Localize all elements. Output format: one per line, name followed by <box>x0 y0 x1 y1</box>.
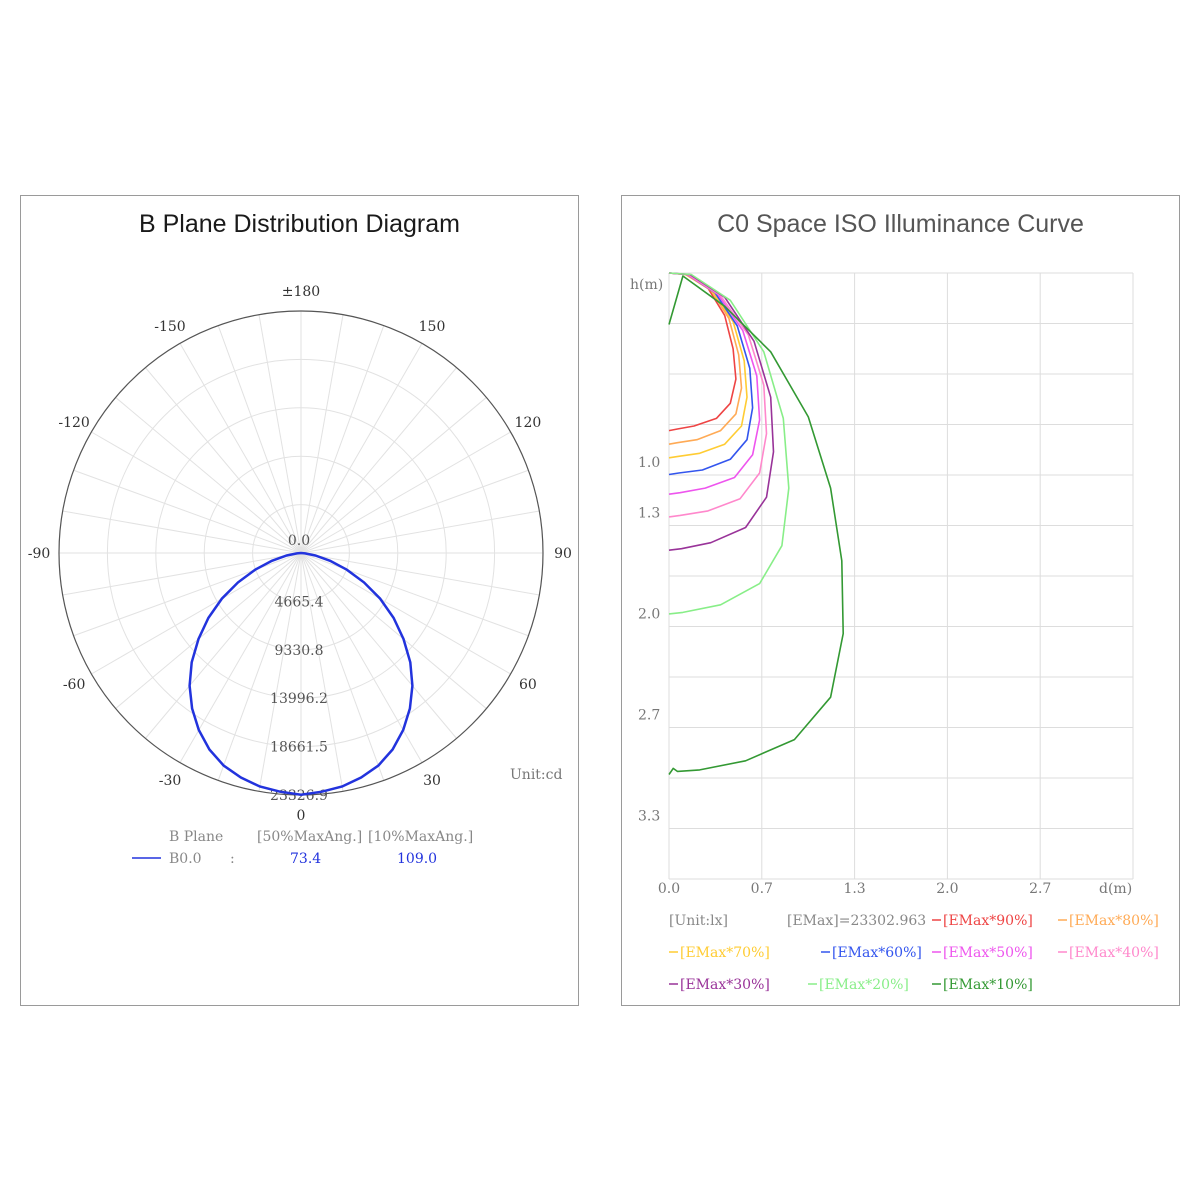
iso-curve-40pct <box>668 272 768 518</box>
polar-spoke <box>300 552 385 781</box>
iso-legend-label: [EMax*10%] <box>943 977 1033 993</box>
legend-header-plane: B Plane <box>169 829 223 845</box>
polar-spoke <box>300 469 529 554</box>
iso-y-tick-label: 1.3 <box>638 506 660 522</box>
iso-legend-label: [EMax*30%] <box>680 977 770 993</box>
polar-spoke <box>217 552 302 781</box>
polar-spoke <box>145 367 302 554</box>
iso-y-axis-label: h(m) <box>630 277 663 293</box>
polar-spoke <box>179 552 302 763</box>
polar-spoke <box>145 552 302 739</box>
polar-spoke <box>300 552 511 675</box>
polar-angle-label: 120 <box>515 415 542 431</box>
polar-angle-label: -60 <box>63 677 86 693</box>
polar-spoke <box>258 552 302 792</box>
polar-unit-label: Unit:cd <box>510 767 562 783</box>
polar-spoke <box>300 367 457 554</box>
iso-curve-20pct <box>668 272 790 615</box>
iso-legend-label: [EMax*60%] <box>832 945 922 961</box>
iso-curve-30pct <box>668 272 775 551</box>
polar-spoke <box>300 314 344 554</box>
polar-angle-label: -90 <box>28 546 51 562</box>
iso-x-tick-label: 0.7 <box>751 881 773 897</box>
polar-spoke <box>300 325 385 554</box>
iso-legend-label: [EMax*80%] <box>1069 913 1159 929</box>
iso-chart-title: C0 Space ISO Illuminance Curve <box>717 210 1084 238</box>
polar-spoke <box>91 431 302 554</box>
polar-angle-label: 30 <box>423 773 441 789</box>
polar-spoke <box>179 343 302 554</box>
legend-header-10: [10%MaxAng.] <box>368 829 473 845</box>
polar-angle-label: 60 <box>519 677 537 693</box>
polar-radial-label: 18661.5 <box>270 740 328 756</box>
polar-spoke <box>300 397 487 554</box>
polar-spoke <box>300 552 540 596</box>
iso-legend-label: [EMax*50%] <box>943 945 1033 961</box>
polar-angle-label: -150 <box>154 319 185 335</box>
legend-series-name: B0.0 <box>169 851 202 867</box>
iso-curve-80pct <box>668 272 743 445</box>
iso-legend-label: [EMax*40%] <box>1069 945 1159 961</box>
iso-y-tick-label: 3.3 <box>638 809 660 825</box>
iso-legend-label: [EMax*20%] <box>819 977 909 993</box>
polar-spoke <box>115 397 302 554</box>
polar-spoke <box>300 552 487 709</box>
legend-series-separator: : <box>230 851 235 867</box>
polar-spoke <box>300 343 423 554</box>
polar-angle-label: 150 <box>419 319 446 335</box>
polar-spoke <box>91 552 302 675</box>
iso-curve-10pct <box>668 275 844 775</box>
polar-radial-label: 0.0 <box>288 533 310 549</box>
polar-series-b0-0 <box>188 551 414 796</box>
polar-spoke <box>300 552 423 763</box>
legend-value-10: 109.0 <box>397 851 437 867</box>
polar-ring <box>155 407 447 699</box>
iso-chart: h(m) d(m) 1.0 1.3 2.0 2.7 3.3 0.0 0.7 1.3 2.0 2.7 [U… <box>630 272 1159 993</box>
polar-spoke <box>300 510 540 554</box>
polar-ring <box>106 358 496 748</box>
iso-y-tick-label: 2.0 <box>638 607 660 623</box>
polar-spoke <box>73 469 302 554</box>
polar-spoke <box>300 552 344 792</box>
iso-x-axis-label: d(m) <box>1099 881 1132 897</box>
iso-x-tick-label: 1.3 <box>843 881 865 897</box>
iso-y-tick-label: 2.7 <box>638 708 660 724</box>
polar-radial-label: 13996.2 <box>270 691 328 707</box>
iso-x-tick-label: 0.0 <box>658 881 680 897</box>
polar-spoke <box>300 431 511 554</box>
legend-value-50: 73.4 <box>290 851 321 867</box>
polar-angle-label: 0 <box>297 808 306 824</box>
polar-spoke <box>62 552 302 596</box>
iso-x-tick-label: 2.7 <box>1029 881 1051 897</box>
polar-radial-label: 4665.4 <box>275 594 324 610</box>
iso-unit-label: [Unit:lx] <box>669 913 728 929</box>
polar-angle-label: -120 <box>58 415 89 431</box>
polar-ring <box>203 455 399 651</box>
polar-radial-label: 9330.8 <box>275 643 324 659</box>
polar-spoke <box>217 325 302 554</box>
iso-chart-panel: C0 Space ISO Illuminance Curve h(m) d(m) 1… <box>621 195 1180 1006</box>
polar-chart-panel: B Plane Distribution Diagram ±180 150 -150… <box>20 195 579 1006</box>
iso-emax-label: [EMax]=23302.963 <box>787 913 926 929</box>
polar-spoke <box>300 552 457 739</box>
polar-spoke <box>115 552 302 709</box>
polar-chart: ±180 150 -150 120 -120 90 -90 60 -60 30 -30 0 0.0 466… <box>28 284 572 867</box>
iso-legend-label: [EMax*70%] <box>680 945 770 961</box>
iso-legend-label: [EMax*90%] <box>943 913 1033 929</box>
polar-spoke <box>258 314 302 554</box>
polar-angle-label: ±180 <box>282 284 320 300</box>
polar-ring <box>252 504 350 602</box>
polar-angle-label: -30 <box>159 773 182 789</box>
iso-x-tick-label: 2.0 <box>936 881 958 897</box>
legend-header-50: [50%MaxAng.] <box>257 829 362 845</box>
polar-angle-label: 90 <box>554 546 572 562</box>
polar-spoke <box>62 510 302 554</box>
polar-chart-title: B Plane Distribution Diagram <box>139 210 460 238</box>
iso-y-tick-label: 1.0 <box>638 455 660 471</box>
